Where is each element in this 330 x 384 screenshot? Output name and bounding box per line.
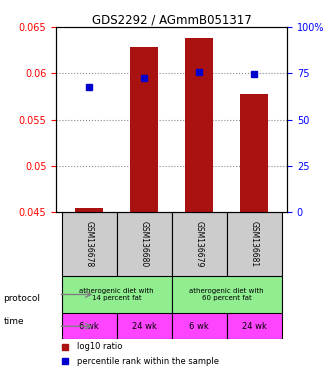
Bar — [227, 313, 281, 339]
Bar — [172, 212, 227, 276]
Bar — [75, 208, 103, 212]
Bar — [172, 313, 227, 339]
Bar — [172, 276, 281, 313]
Text: time: time — [3, 317, 24, 326]
Text: atherogenic diet with
14 percent fat: atherogenic diet with 14 percent fat — [79, 288, 154, 301]
Text: 6 wk: 6 wk — [189, 322, 209, 331]
Bar — [116, 313, 172, 339]
Bar — [62, 276, 172, 313]
Text: percentile rank within the sample: percentile rank within the sample — [77, 357, 219, 366]
Bar — [227, 212, 281, 276]
Bar — [62, 313, 116, 339]
Text: GDS2292 / AGmmB051317: GDS2292 / AGmmB051317 — [92, 13, 251, 26]
Bar — [185, 38, 213, 212]
Text: 6 wk: 6 wk — [79, 322, 99, 331]
Text: log10 ratio: log10 ratio — [77, 342, 122, 351]
Text: GSM136678: GSM136678 — [84, 221, 94, 267]
Text: GSM136680: GSM136680 — [140, 221, 148, 267]
Text: GSM136681: GSM136681 — [249, 221, 259, 267]
Text: protocol: protocol — [3, 294, 40, 303]
Text: GSM136679: GSM136679 — [195, 221, 204, 267]
Bar — [116, 212, 172, 276]
Bar — [130, 47, 158, 212]
Bar — [62, 212, 116, 276]
Text: 24 wk: 24 wk — [132, 322, 156, 331]
Text: atherogenic diet with
60 percent fat: atherogenic diet with 60 percent fat — [189, 288, 264, 301]
Text: 24 wk: 24 wk — [242, 322, 267, 331]
Bar — [240, 94, 268, 212]
